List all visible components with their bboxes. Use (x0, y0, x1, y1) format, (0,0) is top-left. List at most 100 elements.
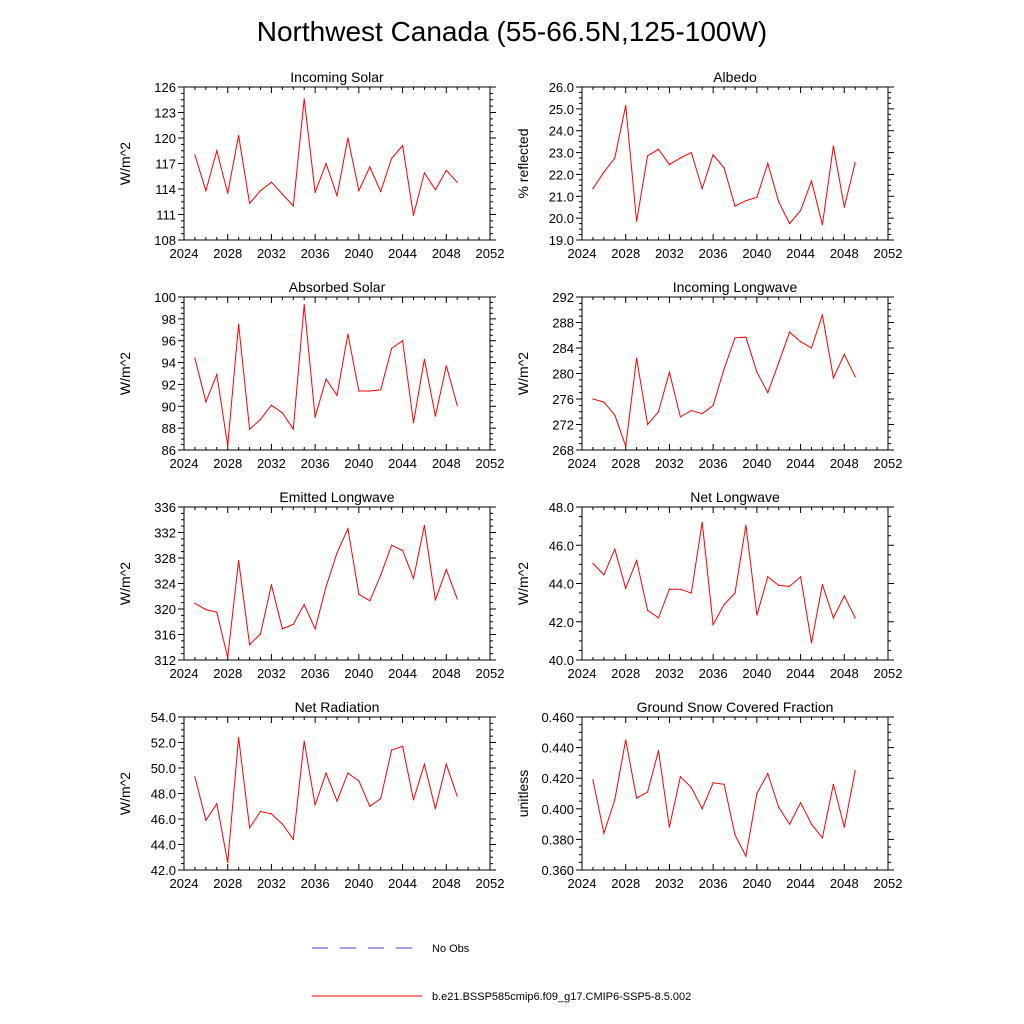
data-point (734, 205, 736, 207)
y-axis-label: W/m^2 (515, 562, 531, 605)
y-tick-label: 88 (162, 421, 176, 436)
data-point (194, 602, 196, 604)
y-tick-label: 48.0 (549, 500, 574, 515)
data-point (391, 544, 393, 546)
y-tick-label: 92 (162, 377, 176, 392)
y-tick-label: 19.0 (549, 233, 574, 248)
data-point (194, 776, 196, 778)
data-point (380, 574, 382, 576)
data-point (292, 623, 294, 625)
data-point (701, 808, 703, 810)
data-point (445, 365, 447, 367)
x-tick-label: 2044 (786, 666, 815, 681)
panel-title: Emitted Longwave (279, 489, 394, 505)
panel-ground-snow-covered-fraction: Ground Snow Covered Fraction 2024 2028 2032… (515, 699, 902, 891)
data-point (358, 593, 360, 595)
x-tick-label: 2028 (611, 876, 640, 891)
data-point (347, 333, 349, 335)
y-tick-label: 126 (154, 80, 176, 95)
x-tick-label: 2044 (388, 876, 417, 891)
y-tick-label: 20.0 (549, 211, 574, 226)
y-tick-label: 46.0 (549, 538, 574, 553)
y-tick-label: 98 (162, 312, 176, 327)
data-point (303, 740, 305, 742)
x-tick-label: 2036 (301, 456, 330, 471)
data-point (625, 739, 627, 741)
data-point (227, 445, 229, 447)
data-point (854, 161, 856, 164)
data-point (636, 559, 638, 562)
data-point (832, 617, 834, 619)
y-tick-label: 276 (552, 392, 574, 407)
data-point (194, 357, 196, 359)
data-point (712, 782, 714, 784)
y-tick-label: 114 (155, 182, 176, 197)
data-point (412, 577, 415, 580)
y-tick-label: 96 (162, 334, 176, 349)
data-point (369, 390, 371, 392)
data-point (767, 773, 769, 775)
data-point (789, 223, 791, 225)
data-point (756, 371, 758, 373)
data-point (832, 783, 834, 785)
data-point (789, 331, 791, 333)
y-tick-label: 316 (154, 628, 176, 643)
data-point (270, 813, 273, 815)
data-point (603, 401, 605, 403)
data-point (603, 574, 605, 576)
x-tick-label: 2036 (301, 246, 330, 261)
y-tick-label: 108 (154, 233, 176, 248)
y-tick-label: 120 (154, 131, 176, 146)
data-point (690, 592, 692, 594)
y-axis-label: W/m^2 (117, 562, 133, 605)
data-point (778, 201, 780, 203)
x-tick-label: 2040 (344, 876, 373, 891)
x-tick-label: 2032 (655, 456, 684, 471)
y-axis-label: W/m^2 (117, 772, 133, 815)
data-point (303, 603, 305, 606)
data-point (734, 834, 736, 836)
data-point (391, 749, 393, 751)
data-point (205, 819, 207, 821)
data-point (281, 412, 283, 414)
data-point (778, 362, 780, 364)
y-tick-label: 324 (154, 577, 176, 592)
data-point (592, 188, 594, 190)
data-point (690, 409, 692, 412)
data-point (358, 780, 360, 782)
x-tick-label: 2024 (568, 246, 597, 261)
x-tick-label: 2040 (344, 246, 373, 261)
data-point (799, 576, 802, 578)
y-tick-label: 44.0 (151, 838, 176, 853)
data-point (745, 336, 747, 338)
data-point (434, 599, 436, 601)
x-tick-label: 2048 (432, 456, 461, 471)
panel-title: Incoming Solar (290, 69, 384, 85)
data-point (434, 415, 436, 417)
data-point (767, 162, 769, 165)
data-point (679, 157, 681, 159)
y-tick-label: 312 (154, 653, 176, 668)
x-tick-label: 2024 (568, 876, 597, 891)
y-tick-label: 26.0 (549, 80, 574, 95)
y-tick-label: 42.0 (549, 615, 574, 630)
x-tick-label: 2024 (568, 456, 597, 471)
panel-title: Absorbed Solar (289, 279, 386, 295)
data-point (314, 191, 316, 193)
x-tick-label: 2024 (170, 876, 199, 891)
panel-title: Net Radiation (295, 699, 380, 715)
data-point (423, 172, 426, 174)
data-point (690, 151, 692, 154)
data-point (248, 428, 251, 430)
data-point (358, 390, 360, 392)
x-tick-label: 2040 (344, 456, 373, 471)
y-tick-label: 328 (154, 551, 176, 566)
data-point (248, 644, 251, 646)
data-point (325, 772, 327, 774)
panel-incoming-solar: Incoming Solar 2024 2028 2032 2036 2040 2044 20… (117, 69, 504, 261)
data-point (854, 376, 856, 378)
data-point (292, 205, 294, 207)
data-point (445, 169, 447, 171)
y-tick-label: 288 (552, 316, 574, 331)
data-point (603, 832, 605, 834)
